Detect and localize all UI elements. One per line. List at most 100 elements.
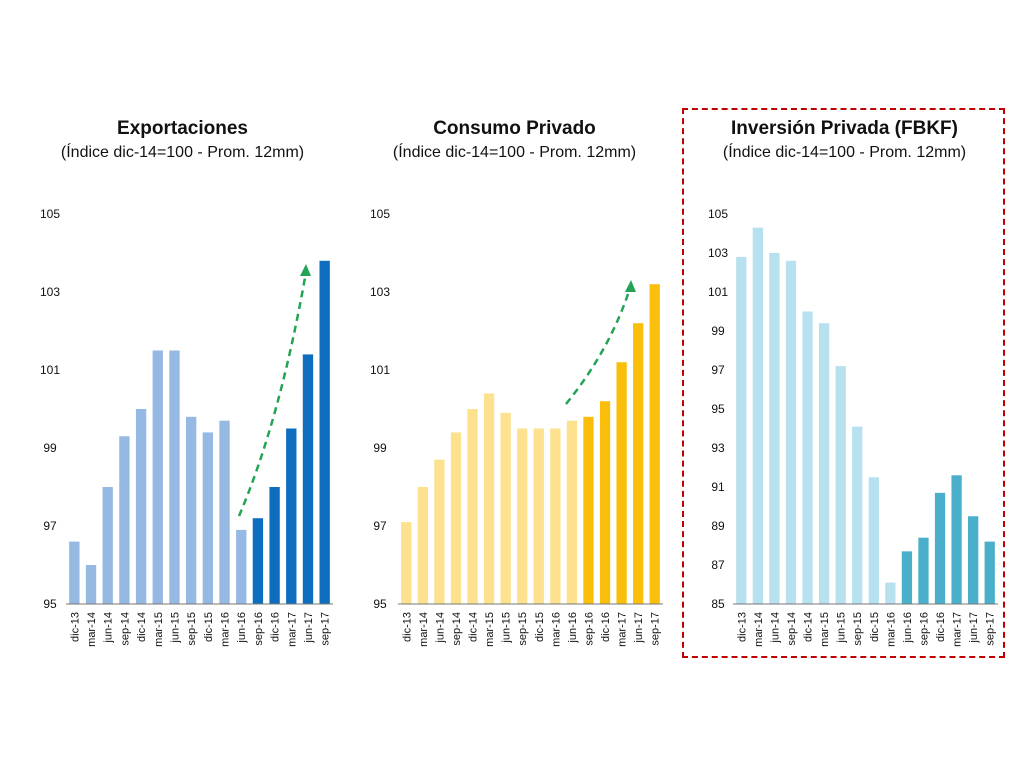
chart-2: 85 87 89 91 93 95 97 99 101 103 105 dic-13 mar-14 jun… [708, 207, 998, 647]
x-tick-label: mar-15 [153, 612, 165, 647]
x-tick-label: jun-17 [303, 612, 315, 644]
bar [500, 412, 511, 604]
bar [102, 487, 113, 604]
bar [269, 487, 280, 604]
x-tick-label: dic-16 [935, 612, 947, 642]
bar [599, 401, 611, 604]
bar [286, 428, 297, 604]
bar [583, 416, 594, 604]
inversion-panel: Inversión Privada (FBKF) (Índice dic-14=… [692, 0, 997, 768]
x-tick-label: sep-14 [119, 612, 131, 646]
x-tick-label: mar-14 [86, 612, 98, 647]
trend-arrow-head [625, 280, 636, 292]
x-tick-label: mar-14 [418, 612, 430, 647]
x-tick-label: sep-14 [451, 612, 463, 646]
x-tick-label: dic-14 [136, 612, 148, 642]
x-tick-label: dic-15 [203, 612, 215, 642]
bar [901, 551, 913, 604]
x-tick-label: sep-17 [985, 612, 997, 646]
x-tick-label: mar-16 [885, 612, 897, 647]
bar [868, 477, 879, 604]
bar [219, 420, 230, 604]
y-tick-label: 101 [40, 363, 60, 377]
x-tick-label: jun-15 [169, 612, 181, 644]
y-tick-label: 95 [711, 402, 725, 416]
x-tick-label: sep-16 [918, 612, 930, 646]
bar [934, 492, 946, 604]
y-tick-label: 95 [43, 597, 57, 611]
bar [885, 582, 896, 604]
x-tick-label: dic-13 [736, 612, 748, 642]
bar [236, 529, 247, 604]
x-tick-label: jun-15 [501, 612, 513, 644]
bar [785, 260, 797, 604]
bar [852, 426, 863, 604]
y-tick-label: 95 [373, 597, 387, 611]
x-tick-label: mar-15 [819, 612, 831, 647]
x-tick-label: mar-17 [617, 612, 629, 647]
bar [918, 537, 929, 604]
x-tick-label: jun-16 [236, 612, 248, 644]
x-tick-label: mar-16 [220, 612, 232, 647]
bar [802, 311, 813, 604]
bar [302, 354, 314, 604]
x-tick-label: mar-17 [286, 612, 298, 647]
bar [202, 432, 214, 604]
y-tick-label: 97 [43, 519, 57, 533]
x-tick-label: sep-15 [186, 612, 198, 646]
y-tick-label: 105 [40, 207, 60, 221]
x-tick-label: sep-16 [583, 612, 595, 646]
bar [818, 323, 830, 604]
y-tick-label: 103 [40, 285, 60, 299]
bar [968, 516, 979, 604]
bar [135, 409, 147, 604]
y-tick-label: 103 [370, 285, 390, 299]
x-tick-label: jun-17 [968, 612, 980, 644]
bar [169, 350, 180, 604]
x-tick-label: sep-15 [517, 612, 529, 646]
trend-arrow-head [300, 264, 311, 276]
bar [417, 487, 428, 604]
y-tick-label: 101 [370, 363, 390, 377]
y-tick-label: 99 [711, 324, 725, 338]
bar [319, 260, 330, 604]
x-tick-label: jun-16 [902, 612, 914, 644]
x-tick-label: dic-14 [803, 612, 815, 642]
chart-subtitle: (Índice dic-14=100 - Prom. 12mm) [722, 144, 967, 161]
x-tick-label: jun-16 [567, 612, 579, 644]
bar [633, 323, 644, 604]
inversion-highlight-border [682, 108, 1005, 658]
bar [185, 416, 197, 604]
bar [984, 541, 995, 604]
x-tick-label: mar-15 [484, 612, 496, 647]
x-tick-label: jun-14 [434, 612, 446, 644]
bar [483, 393, 495, 604]
bar [649, 284, 660, 604]
bar [450, 432, 462, 604]
x-tick-label: jun-15 [836, 612, 848, 644]
y-tick-label: 105 [370, 207, 390, 221]
x-tick-label: jun-14 [769, 612, 781, 644]
x-tick-label: dic-13 [69, 612, 81, 642]
x-tick-label: sep-14 [786, 612, 798, 646]
bar [752, 227, 763, 604]
trend-arrow [565, 287, 632, 405]
chart-0: 95 97 99 101 103 105 dic-13 mar-14 jun-14 sep-14 d… [40, 207, 333, 647]
x-tick-label: sep-17 [650, 612, 662, 646]
bar [517, 428, 528, 604]
chart-title: Inversión Privada (FBKF) [731, 118, 958, 139]
bar [550, 428, 561, 604]
x-tick-label: dic-15 [869, 612, 881, 642]
y-tick-label: 85 [711, 597, 725, 611]
consumo-panel: Consumo Privado (Índice dic-14=100 - Pro… [362, 0, 667, 768]
bar [252, 518, 264, 604]
x-tick-label: jun-14 [103, 612, 115, 644]
y-tick-label: 99 [43, 441, 57, 455]
bar [152, 350, 163, 604]
x-tick-label: mar-17 [952, 612, 964, 647]
chart-1: 95 97 99 101 103 105 dic-13 mar-14 jun-14 sep-14 d… [370, 207, 663, 647]
x-tick-label: dic-16 [270, 612, 282, 642]
y-tick-label: 89 [711, 519, 725, 533]
exportaciones-panel: Exportaciones (Índice dic-14=100 - Prom.… [30, 0, 335, 768]
bar [951, 475, 962, 604]
